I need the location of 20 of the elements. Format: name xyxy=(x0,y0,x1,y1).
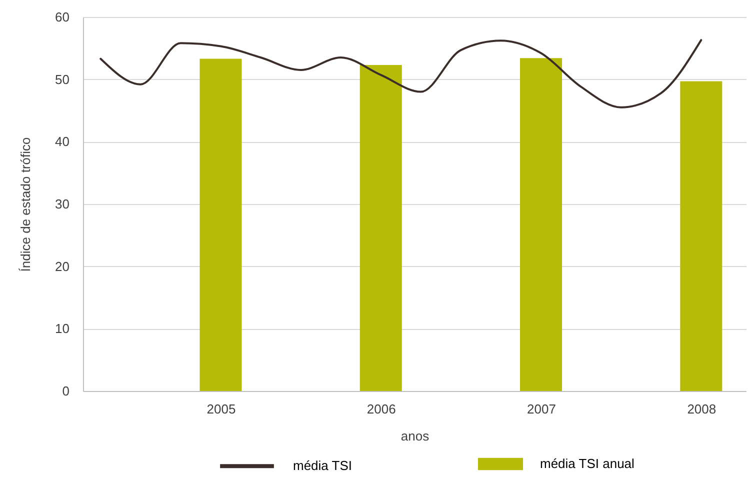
x-tick-label: 2007 xyxy=(527,402,556,416)
line-series xyxy=(100,39,702,108)
bar xyxy=(200,58,242,391)
x-axis-title: anos xyxy=(400,428,430,444)
legend-label: média TSI xyxy=(293,458,352,474)
y-tick-label: 20 xyxy=(55,258,70,274)
y-tick-label: 30 xyxy=(55,196,70,212)
bar xyxy=(680,81,722,391)
y-tick-label: 50 xyxy=(55,72,70,87)
y-axis-title: Índice de estado trófico xyxy=(18,137,34,272)
y-tick-label: 40 xyxy=(55,134,70,150)
y-tick-label: 10 xyxy=(55,321,70,336)
x-tick-label: 2008 xyxy=(687,402,716,416)
x-tick-label: 2006 xyxy=(366,402,396,416)
y-tick-label: 0 xyxy=(62,384,70,398)
y-tick-label: 60 xyxy=(55,10,70,24)
legend-label: média TSI anual xyxy=(540,456,635,471)
x-tick-label: 2005 xyxy=(206,402,236,416)
bar xyxy=(520,58,562,391)
bar xyxy=(360,64,402,391)
